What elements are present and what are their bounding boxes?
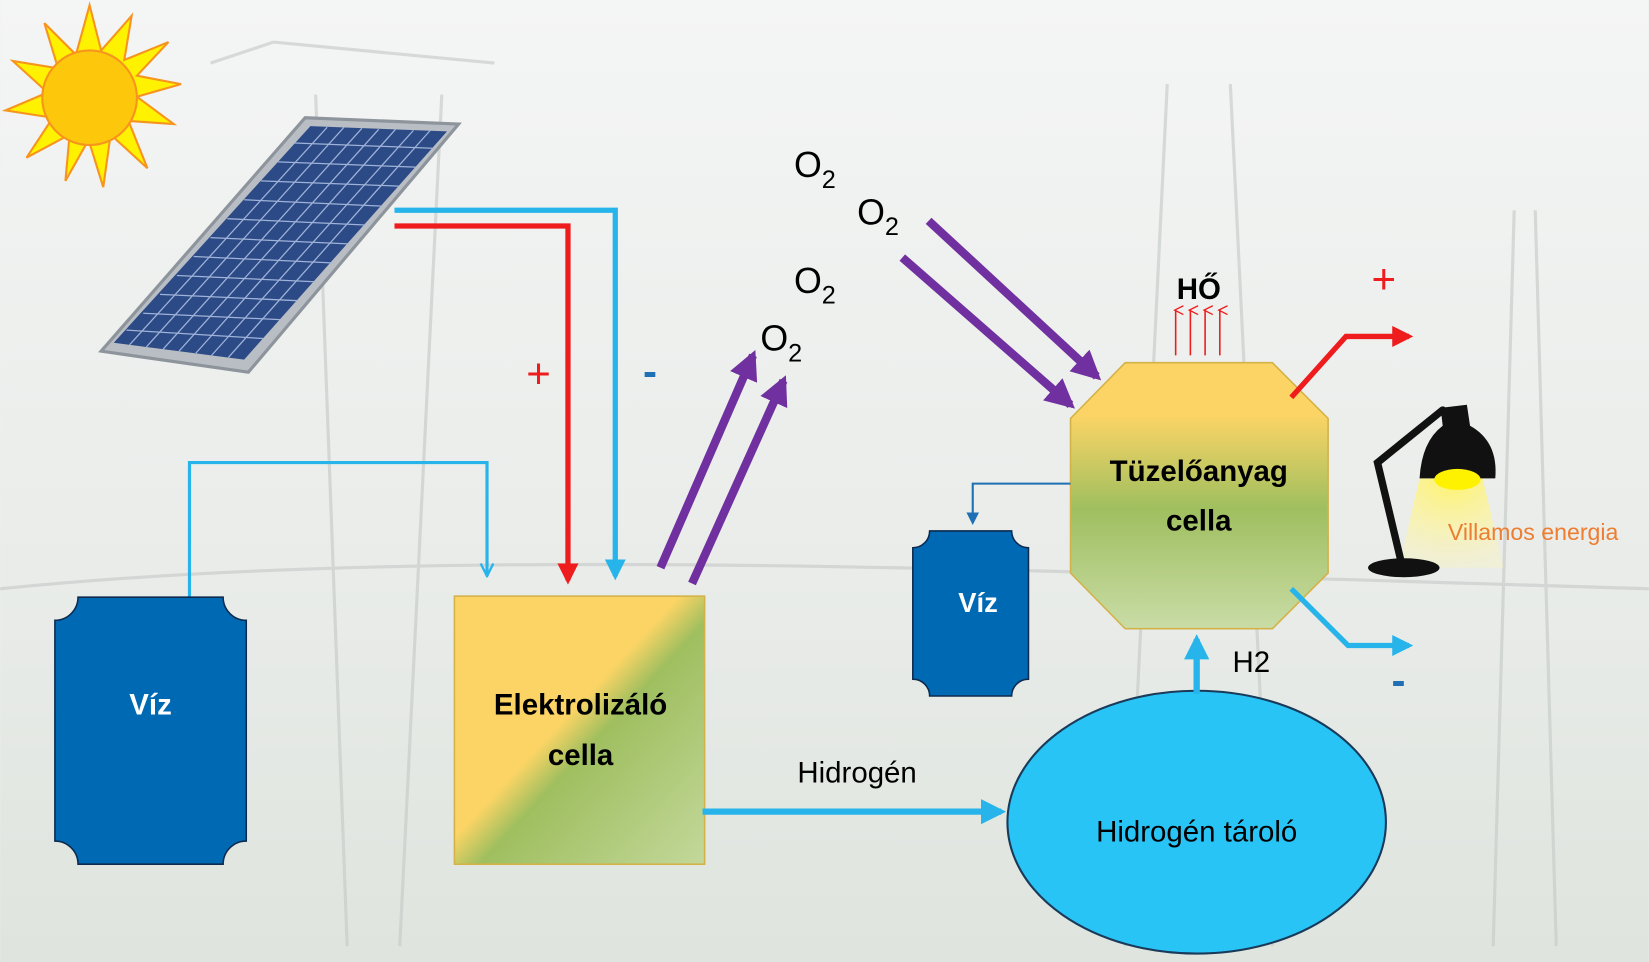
fuel-cell-label: Tüzelőanyag bbox=[1110, 455, 1288, 488]
oxygen-label: O2 bbox=[794, 261, 836, 309]
sun bbox=[1, 1, 182, 188]
grid-line bbox=[126, 329, 264, 340]
oxygen-base: O bbox=[760, 319, 788, 359]
output-plus-label: + bbox=[1372, 255, 1397, 302]
water-tank bbox=[912, 530, 1030, 697]
oxygen-arrow bbox=[925, 217, 1102, 381]
oxygen-arrow bbox=[688, 375, 788, 586]
grid-line bbox=[129, 126, 328, 346]
grid-line bbox=[260, 180, 399, 187]
oxygen-sub: 2 bbox=[822, 166, 836, 194]
heat-label: HŐ bbox=[1177, 272, 1221, 306]
electrolyzer bbox=[453, 595, 706, 866]
lamp bbox=[1368, 404, 1504, 578]
electrolyzer-label: Elektrolizáló bbox=[494, 688, 667, 721]
grid-line bbox=[145, 126, 345, 348]
water-tank-label: Víz bbox=[958, 587, 997, 618]
electrolyzer-label: cella bbox=[548, 739, 614, 772]
hydrogen-label: Hidrogén bbox=[797, 757, 916, 790]
lamp-light bbox=[1398, 478, 1504, 568]
oxygen-sub: 2 bbox=[885, 213, 899, 241]
fuel-cell-label: cella bbox=[1166, 504, 1232, 537]
oxygen-base: O bbox=[794, 261, 822, 301]
water-outlet bbox=[966, 482, 1071, 526]
oxygen-arrow bbox=[899, 254, 1075, 409]
oxygen-label: O2 bbox=[760, 319, 802, 367]
grid-line bbox=[193, 255, 332, 264]
water-pipe bbox=[187, 461, 487, 598]
water-tank-label: Víz bbox=[129, 688, 172, 721]
h2-label: H2 bbox=[1233, 646, 1271, 679]
grid-line bbox=[227, 129, 431, 358]
oxygen-base: O bbox=[794, 146, 822, 186]
output-label: Villamos energia bbox=[1448, 519, 1619, 545]
lamp-shade bbox=[1419, 404, 1496, 479]
plus-label: + bbox=[526, 349, 551, 396]
heat-arrows bbox=[1176, 310, 1220, 356]
grid-line bbox=[277, 161, 416, 168]
grid-line bbox=[143, 312, 280, 321]
grid-line bbox=[244, 199, 382, 207]
oxygen-sub: 2 bbox=[822, 281, 836, 309]
water-tank bbox=[54, 596, 248, 866]
grid-line bbox=[210, 236, 349, 245]
grid-line bbox=[162, 127, 363, 350]
solar-panel bbox=[98, 116, 462, 374]
oxygen-label: O2 bbox=[794, 146, 836, 194]
oxygen-label: O2 bbox=[857, 193, 899, 241]
fuel-cell bbox=[1069, 361, 1329, 630]
oxygen-arrow bbox=[656, 349, 758, 570]
lamp-bulb bbox=[1434, 468, 1481, 490]
sun-disc bbox=[41, 49, 138, 147]
output-minus-wire bbox=[1289, 586, 1414, 657]
grid-line bbox=[294, 142, 433, 149]
oxygen-sub: 2 bbox=[788, 339, 802, 367]
output-plus-wire bbox=[1289, 325, 1414, 400]
hydrogen-storage-label: Hidrogén tároló bbox=[1096, 816, 1297, 849]
lamp-base bbox=[1368, 558, 1440, 578]
panel-grid bbox=[126, 126, 433, 358]
lamp-arm bbox=[1373, 406, 1447, 577]
output-minus-label: - bbox=[1392, 656, 1406, 703]
grid-line bbox=[227, 218, 366, 226]
plus-wire bbox=[394, 223, 579, 585]
grid-line bbox=[176, 274, 315, 283]
minus-wire bbox=[394, 207, 626, 581]
minus-label: - bbox=[643, 347, 657, 394]
oxygen-base: O bbox=[857, 193, 885, 233]
grid-line bbox=[160, 293, 298, 302]
